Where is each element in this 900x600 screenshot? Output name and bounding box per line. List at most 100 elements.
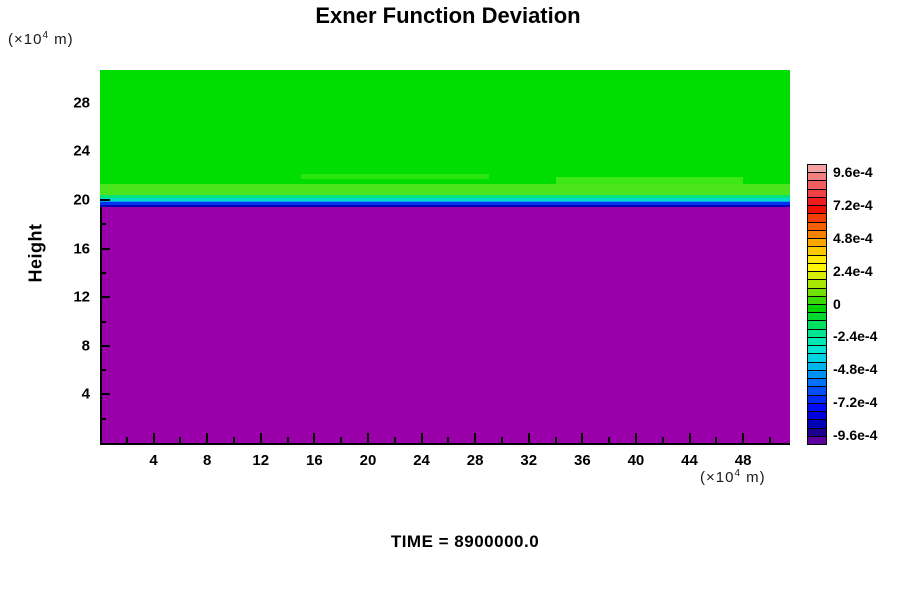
- x-tick: [715, 437, 718, 443]
- x-axis-unit-suffix: m): [741, 469, 766, 486]
- y-tick: [100, 271, 106, 274]
- colorbar-cell: [808, 229, 826, 239]
- x-tick: [474, 433, 477, 443]
- y-axis-unit-exponent: 4: [42, 30, 50, 41]
- x-tick: [393, 437, 396, 443]
- y-tick: [100, 369, 106, 372]
- y-tick-label: 16: [73, 240, 90, 258]
- colorbar-label: 9.6e-4: [833, 164, 873, 181]
- x-tick-label: 4: [149, 452, 158, 469]
- colorbar-cell: [808, 165, 826, 173]
- colorbar-cell: [808, 435, 826, 444]
- colorbar-cell: [808, 361, 826, 370]
- colorbar-cell: [808, 394, 826, 403]
- plot-title: Exner Function Deviation: [315, 3, 581, 28]
- x-tick-label: 48: [734, 452, 752, 469]
- colorbar-cell: [808, 254, 826, 263]
- x-tick: [554, 437, 557, 443]
- x-tick: [581, 433, 584, 443]
- colorbar-cell: [808, 320, 826, 329]
- colorbar-cell: [808, 172, 826, 181]
- colorbar-cell: [808, 246, 826, 255]
- x-tick-label: 28: [466, 452, 484, 469]
- colorbar-cell: [808, 353, 826, 362]
- y-tick: [100, 320, 106, 323]
- y-axis-unit-suffix: m): [49, 31, 74, 48]
- x-tick: [125, 437, 128, 443]
- y-axis-label: Height: [25, 223, 46, 283]
- y-axis-unit: (×104 m): [8, 30, 74, 48]
- x-tick: [688, 433, 691, 443]
- x-tick: [661, 437, 664, 443]
- time-label: TIME = 8900000.0: [390, 532, 540, 551]
- x-tick-label: 40: [627, 452, 645, 469]
- colorbar-cell: [808, 419, 826, 428]
- colorbar-label: 4.8e-4: [833, 229, 873, 246]
- x-axis-unit: (×104 m): [700, 468, 766, 486]
- colorbar-cell: [808, 345, 826, 354]
- y-tick: [100, 247, 110, 250]
- y-axis-unit-prefix: (×10: [8, 31, 43, 48]
- x-tick: [768, 437, 771, 443]
- x-tick: [447, 437, 450, 443]
- y-tick-label: 4: [81, 385, 90, 403]
- y-tick: [100, 296, 110, 299]
- colorbar-cell: [808, 196, 826, 206]
- x-tick: [179, 437, 182, 443]
- x-tick: [366, 433, 369, 443]
- x-tick: [206, 433, 209, 443]
- x-tick: [340, 437, 343, 443]
- y-tick-label: 24: [73, 142, 90, 160]
- x-tick-label: 20: [359, 452, 377, 469]
- colorbar-cell: [808, 386, 826, 395]
- x-tick-label: 12: [252, 452, 270, 469]
- heatmap-band: [100, 202, 790, 205]
- colorbar: [807, 164, 827, 445]
- heatmap-band: [100, 204, 790, 207]
- y-tick-label: 28: [73, 94, 90, 112]
- x-tick-label: 36: [573, 452, 591, 469]
- heatmap-band: [100, 70, 790, 185]
- colorbar-label: 2.4e-4: [833, 262, 873, 279]
- x-tick: [608, 437, 611, 443]
- x-tick: [420, 433, 423, 443]
- colorbar-cell: [808, 402, 826, 412]
- colorbar-label: 0: [833, 295, 841, 312]
- colorbar-cell: [808, 271, 826, 280]
- y-tick: [100, 393, 110, 396]
- colorbar-label: -9.6e-4: [833, 426, 878, 443]
- colorbar-cell: [808, 238, 826, 247]
- x-tick-label: 44: [681, 452, 698, 469]
- x-tick: [313, 433, 316, 443]
- x-tick-label: 32: [520, 452, 538, 469]
- colorbar-label: -2.4e-4: [833, 328, 878, 345]
- colorbar-cell: [808, 188, 826, 197]
- heatmap-streak: [555, 176, 744, 185]
- heatmap-band: [100, 206, 790, 443]
- x-tick-label: 24: [413, 452, 430, 469]
- plot-area: [100, 70, 790, 445]
- colorbar-cell: [808, 180, 826, 189]
- x-tick: [286, 437, 289, 443]
- x-tick: [232, 437, 235, 443]
- colorbar-cell: [808, 295, 826, 304]
- y-tick: [100, 417, 106, 420]
- heatmap-band: [100, 200, 790, 203]
- colorbar-cell: [808, 369, 826, 379]
- y-axis-line: [100, 206, 102, 443]
- x-axis-unit-prefix: (×10: [700, 469, 735, 486]
- x-tick: [259, 433, 262, 443]
- colorbar-label: 7.2e-4: [833, 197, 873, 214]
- colorbar-cell: [808, 205, 826, 214]
- y-tick: [100, 199, 110, 201]
- x-tick: [527, 433, 530, 443]
- colorbar-cell: [808, 303, 826, 313]
- x-tick-label: 8: [203, 452, 212, 469]
- heatmap-streak: [300, 174, 489, 180]
- colorbar-cell: [808, 279, 826, 288]
- colorbar-label: -7.2e-4: [833, 393, 878, 410]
- colorbar-cell: [808, 221, 826, 230]
- colorbar-cell: [808, 312, 826, 321]
- y-tick-label: 8: [81, 337, 90, 355]
- x-tick: [742, 433, 745, 443]
